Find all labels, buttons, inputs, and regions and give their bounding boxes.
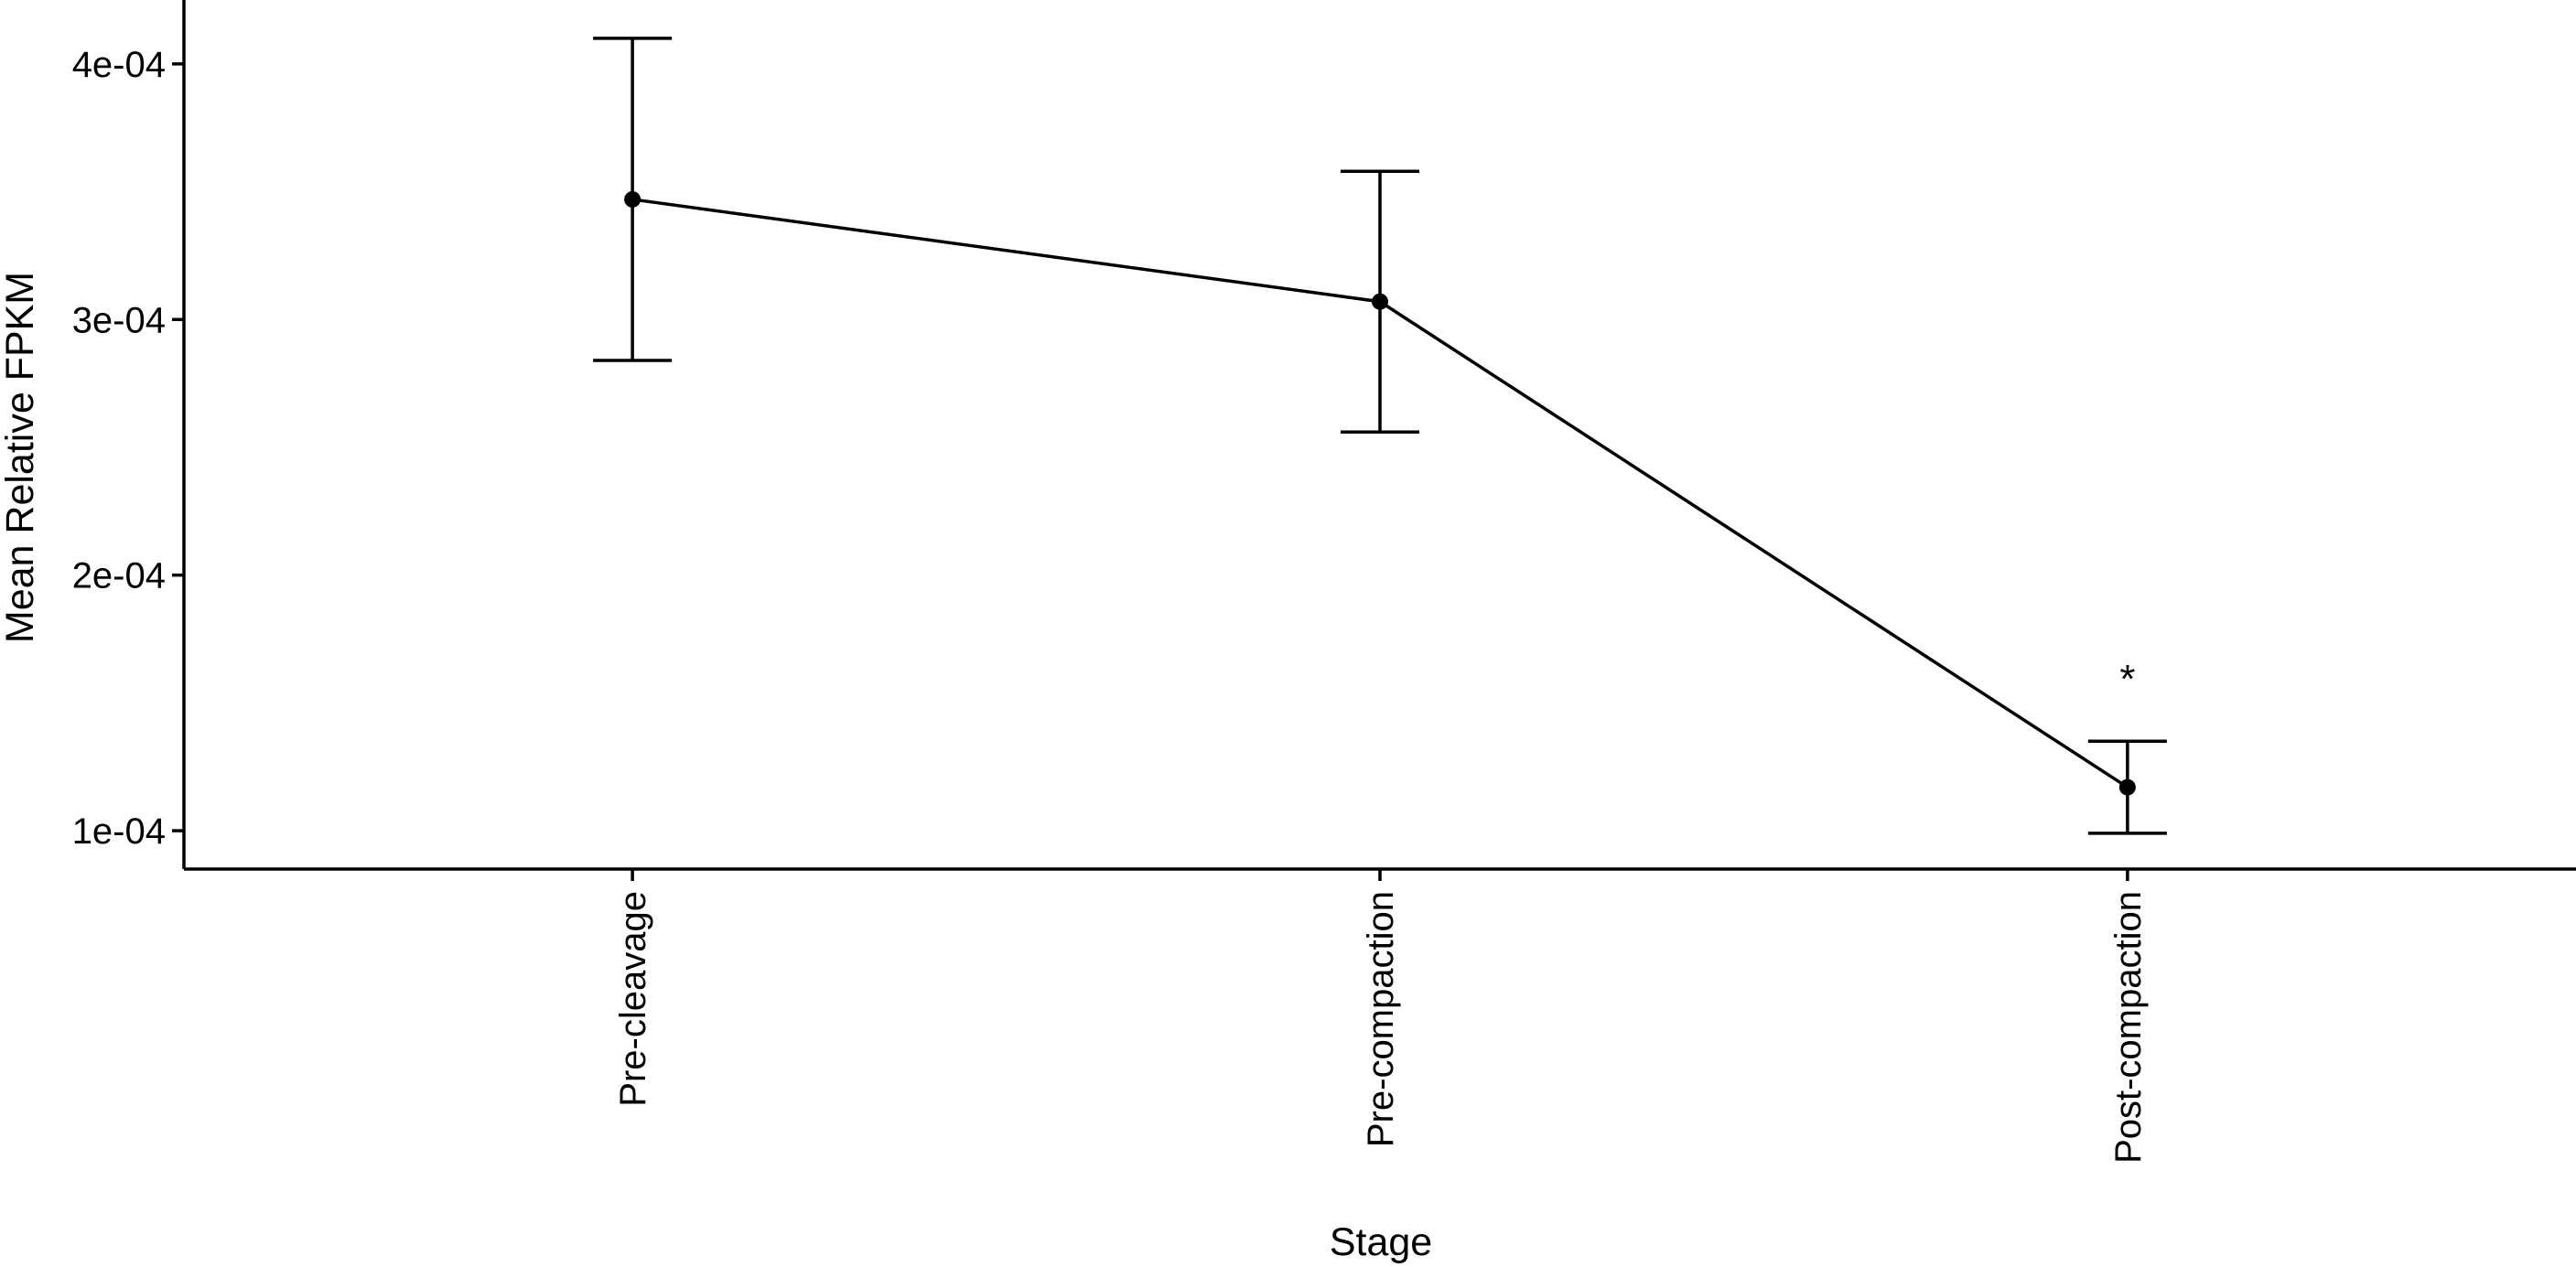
x-tick-label: Pre-cleavage: [613, 891, 653, 1107]
x-axis-title: Stage: [1330, 1220, 1432, 1264]
y-tick-label: 1e-04: [72, 811, 166, 852]
point: [624, 190, 641, 208]
point: [1372, 293, 1388, 310]
y-tick-label: 2e-04: [72, 556, 166, 596]
x-tick-label: Post-compaction: [2108, 891, 2149, 1164]
y-tick-label: 4e-04: [72, 45, 166, 85]
annotation: *: [2119, 657, 2135, 702]
y-tick-label: 3e-04: [72, 300, 166, 340]
y-axis-title: Mean Relative FPKM: [0, 272, 42, 643]
x-tick-label: Pre-compaction: [1361, 891, 1401, 1147]
point: [2118, 778, 2136, 796]
